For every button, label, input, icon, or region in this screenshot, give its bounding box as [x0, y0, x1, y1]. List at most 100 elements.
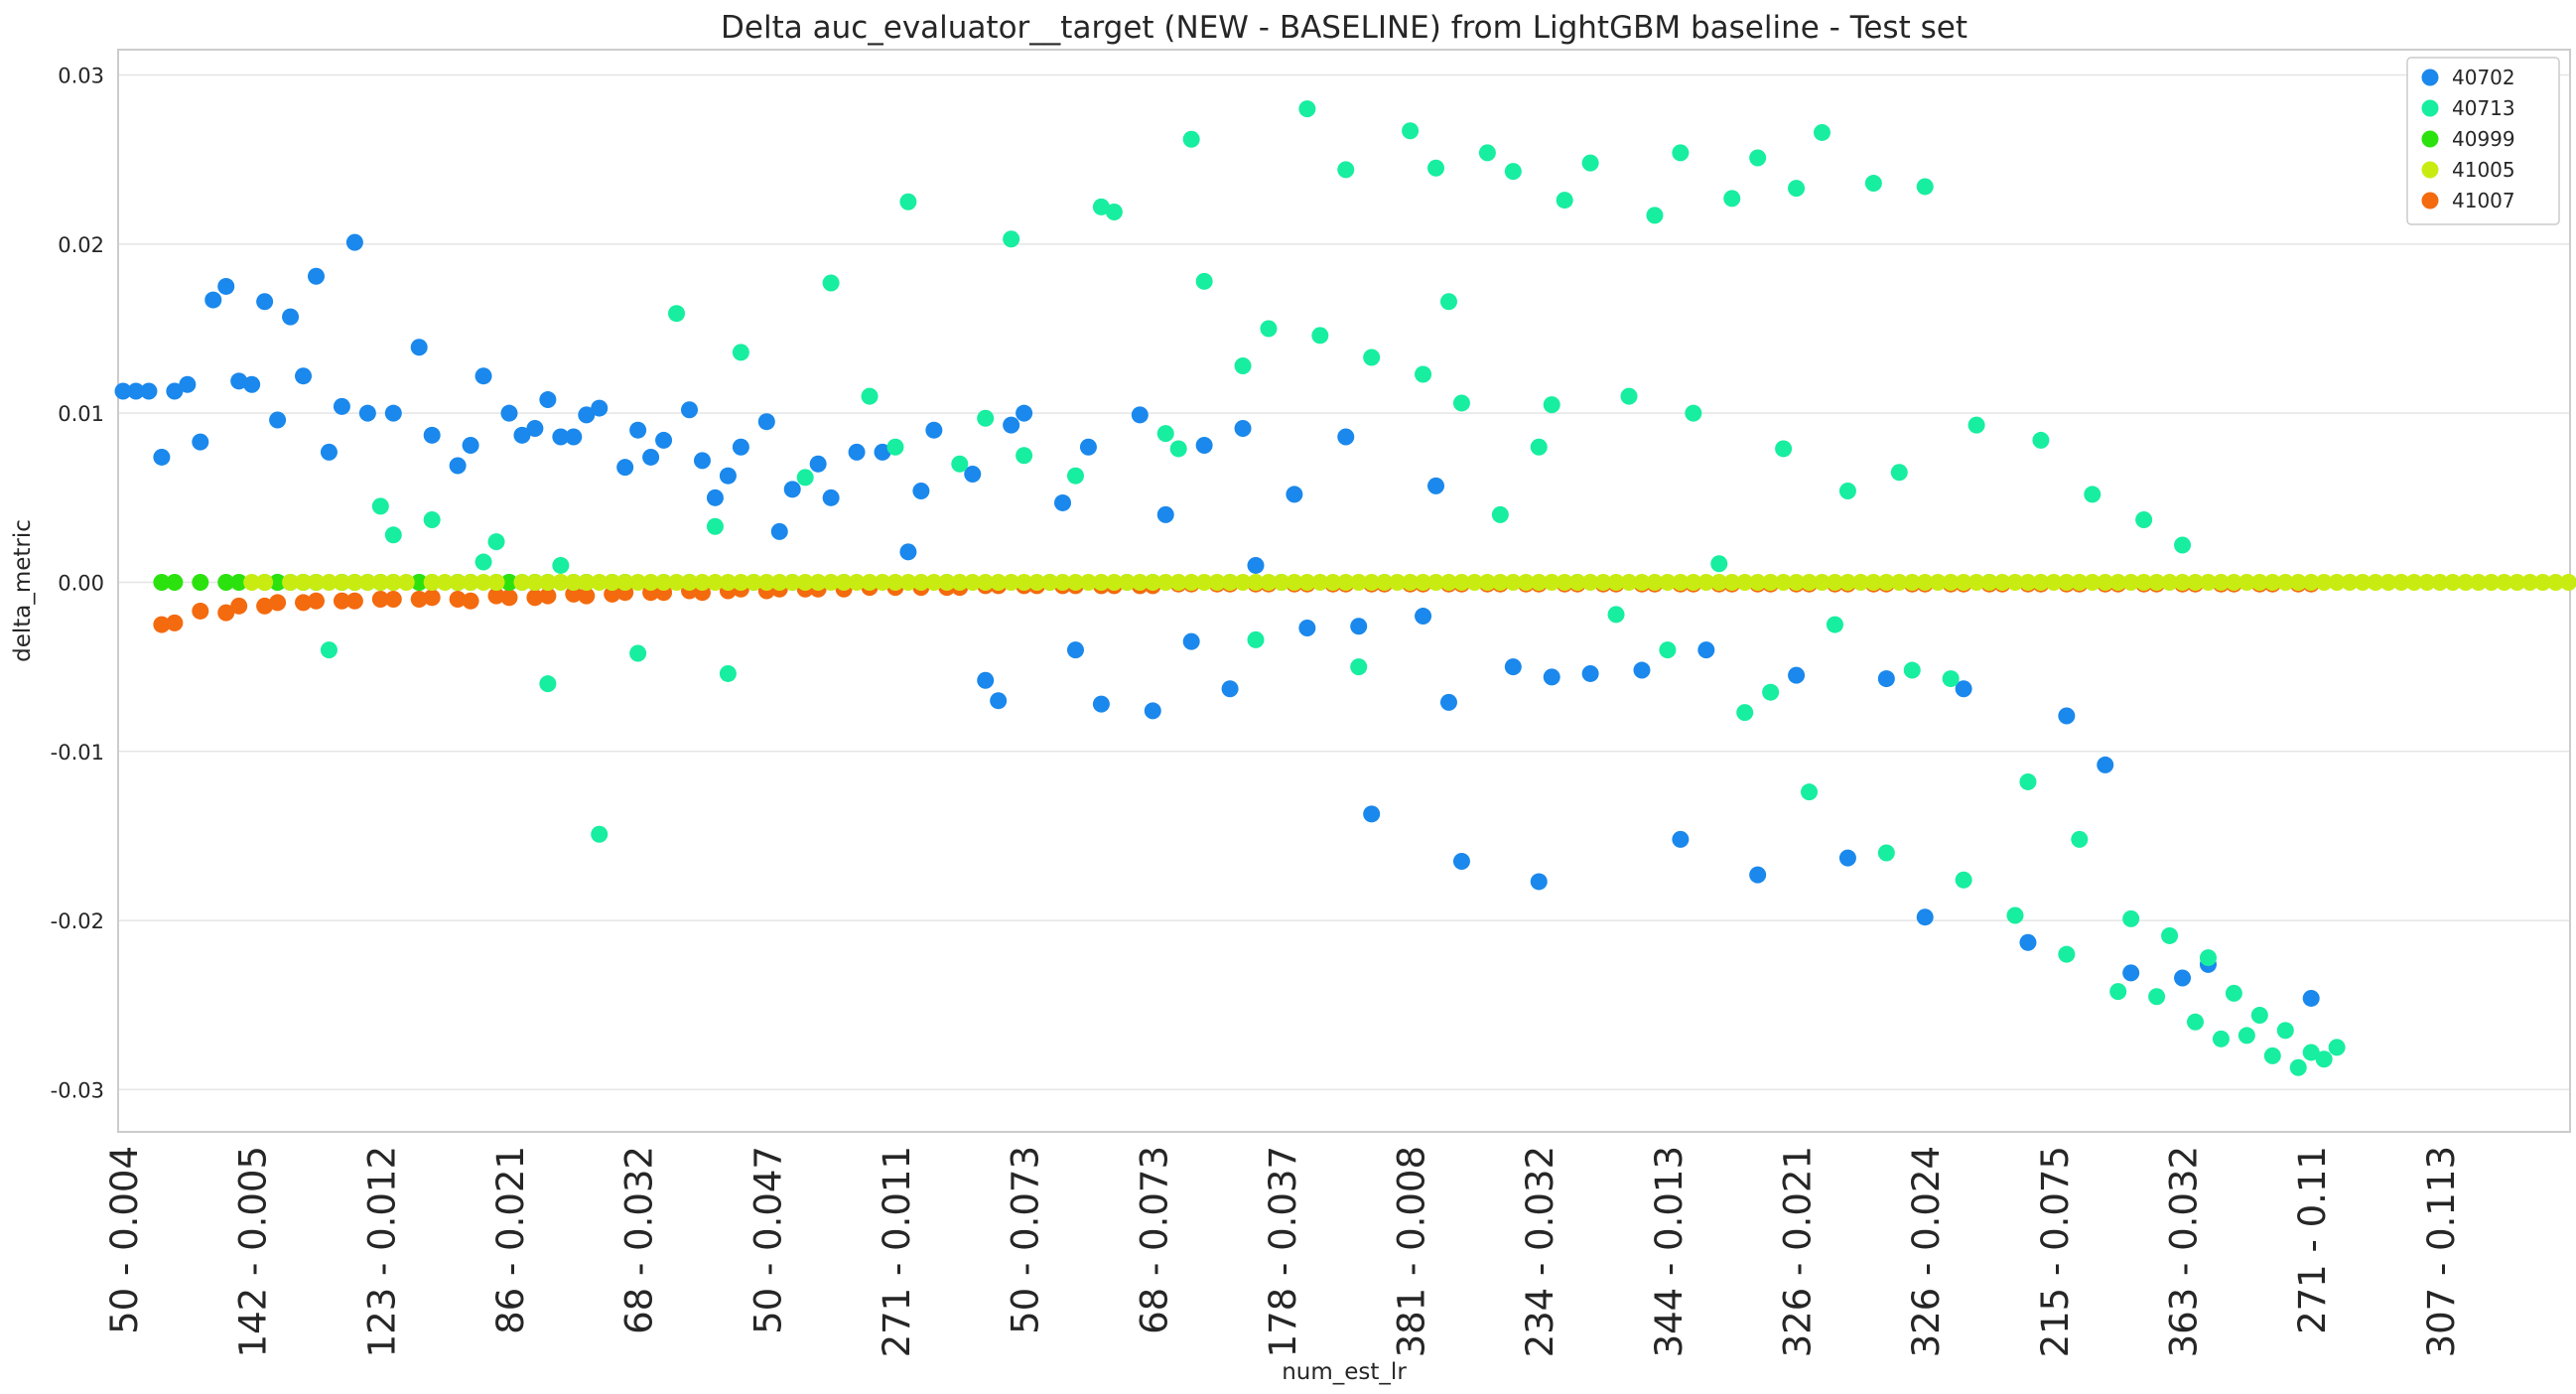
- data-point: [1504, 573, 1522, 591]
- data-point: [1890, 464, 1908, 482]
- data-point: [2109, 983, 2127, 1001]
- data-point: [1929, 573, 1947, 591]
- data-point: [835, 573, 853, 591]
- data-point: [757, 573, 775, 591]
- data-point: [1967, 416, 1985, 434]
- data-point: [655, 573, 673, 591]
- data-point: [1838, 483, 1856, 500]
- data-point: [629, 644, 647, 662]
- data-point: [2560, 573, 2576, 591]
- data-point: [2431, 573, 2449, 591]
- data-point: [295, 573, 313, 591]
- data-point: [822, 573, 840, 591]
- data-point: [114, 382, 132, 400]
- y-tick-label: -0.03: [51, 1078, 104, 1102]
- data-point: [1439, 573, 1457, 591]
- data-point: [2405, 573, 2423, 591]
- data-point: [552, 428, 570, 446]
- data-point: [1993, 573, 2011, 591]
- data-point: [1903, 661, 1921, 679]
- data-point: [384, 404, 402, 422]
- data-point: [1620, 573, 1638, 591]
- data-point: [1439, 293, 1457, 311]
- data-point: [1260, 573, 1278, 591]
- data-point: [1826, 616, 1843, 633]
- data-point: [706, 488, 724, 506]
- data-point: [2019, 573, 2037, 591]
- data-point: [320, 573, 338, 591]
- data-point: [475, 553, 492, 571]
- data-point: [1491, 505, 1509, 523]
- legend-marker: [2421, 69, 2439, 86]
- data-point: [1594, 573, 1612, 591]
- legend-box: [2406, 57, 2560, 225]
- data-point: [307, 592, 325, 610]
- data-point: [706, 517, 724, 535]
- data-point: [1066, 467, 1084, 485]
- data-point: [912, 573, 930, 591]
- data-point: [1131, 406, 1149, 424]
- data-point: [1144, 702, 1161, 720]
- data-point: [2302, 1044, 2320, 1061]
- data-point: [1105, 204, 1123, 220]
- data-point: [1762, 683, 1780, 701]
- data-point: [1762, 573, 1780, 591]
- x-tick-label: 271 - 0.11: [2291, 1146, 2334, 1334]
- data-point: [1646, 207, 1664, 224]
- data-point: [874, 443, 891, 461]
- data-point: [1517, 573, 1535, 591]
- data-point: [1813, 123, 1830, 141]
- data-point: [1298, 573, 1316, 591]
- data-point: [475, 367, 492, 385]
- data-point: [358, 573, 376, 591]
- y-tick-label: -0.01: [51, 741, 104, 765]
- data-point: [732, 438, 749, 456]
- data-point: [1376, 573, 1394, 591]
- data-point: [2084, 573, 2101, 591]
- y-tick-label: 0.02: [58, 233, 104, 257]
- data-point: [1350, 618, 1368, 635]
- data-point: [2058, 945, 2076, 963]
- data-point: [1568, 573, 1586, 591]
- data-point: [1491, 573, 1509, 591]
- data-point: [899, 193, 917, 210]
- data-point: [2250, 1006, 2268, 1024]
- chart-title: Delta auc_evaluator__target (NEW - BASEL…: [721, 10, 1967, 46]
- data-point: [732, 344, 749, 361]
- data-point: [2019, 772, 2037, 790]
- data-point: [1003, 573, 1020, 591]
- data-point: [1685, 404, 1702, 422]
- data-point: [951, 455, 969, 473]
- x-tick-labels: 50 - 0.004 142 - 0.005 123 - 0.012 86 - 0.0…: [103, 1146, 2463, 1357]
- data-point: [539, 587, 557, 605]
- data-point: [848, 443, 866, 461]
- data-point: [552, 573, 570, 591]
- data-point: [1980, 573, 1998, 591]
- data-point: [629, 573, 647, 591]
- data-point: [1041, 573, 1059, 591]
- data-point: [770, 522, 788, 540]
- x-tick-label: 142 - 0.005: [232, 1146, 275, 1357]
- data-point: [1195, 573, 1213, 591]
- data-point: [2367, 573, 2384, 591]
- data-point: [1016, 404, 1033, 422]
- data-point: [2212, 573, 2230, 591]
- data-point: [1066, 573, 1084, 591]
- data-point: [680, 401, 698, 419]
- data-point: [874, 573, 891, 591]
- data-point: [693, 573, 711, 591]
- data-point: [2276, 573, 2294, 591]
- data-point: [604, 585, 621, 603]
- data-point: [1195, 272, 1213, 290]
- data-point: [2496, 573, 2513, 591]
- data-point: [1156, 425, 1174, 443]
- data-point: [1415, 365, 1432, 383]
- data-point: [1452, 573, 1470, 591]
- data-point: [1247, 573, 1265, 591]
- data-point: [384, 573, 402, 591]
- data-point: [1003, 230, 1020, 248]
- data-point: [642, 573, 660, 591]
- data-point: [1247, 630, 1265, 648]
- x-tick-label: 344 - 0.013: [1648, 1146, 1691, 1357]
- y-tick-labels: 0.03 0.02 0.01 0.00 -0.01 -0.02 -0.03: [51, 65, 104, 1103]
